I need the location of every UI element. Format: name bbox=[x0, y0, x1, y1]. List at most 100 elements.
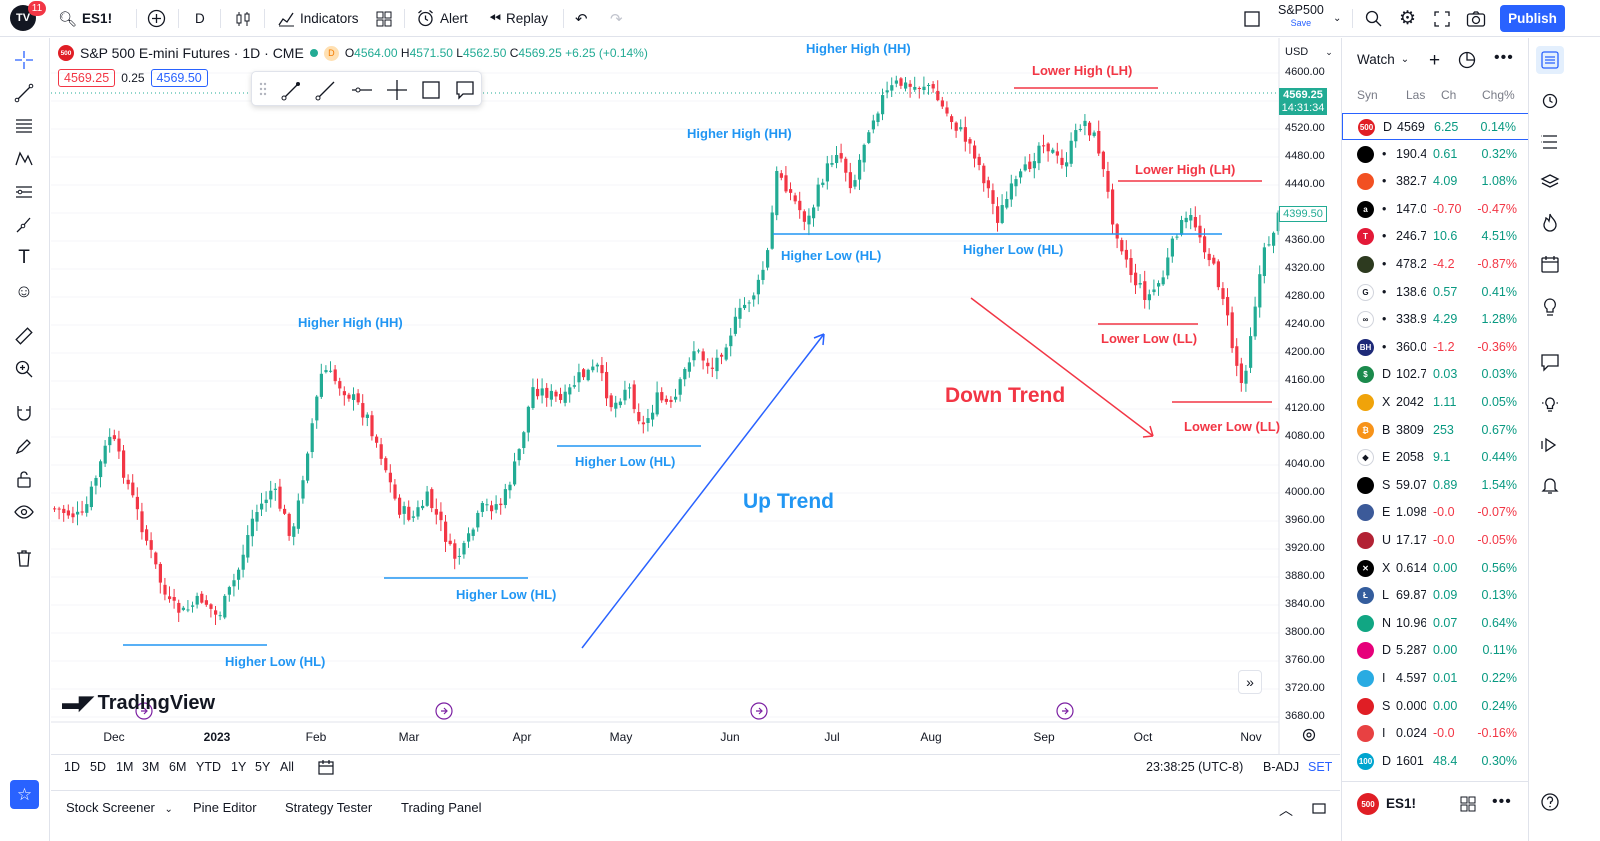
tab-pine-editor[interactable]: Pine Editor bbox=[193, 800, 257, 815]
lock-drawings-tool[interactable] bbox=[11, 466, 37, 492]
redo-button[interactable]: ↷ bbox=[610, 0, 623, 37]
adjustment-toggle[interactable]: B-ADJ bbox=[1263, 760, 1300, 774]
column-symbol[interactable]: Syn bbox=[1357, 88, 1378, 102]
watchlist-row[interactable]: N 10.96 0.07 0.64% bbox=[1342, 610, 1529, 637]
watchlist-row[interactable]: 500 D 4569 6.25 0.14% bbox=[1342, 113, 1529, 140]
watchlist-row[interactable]: • 190.4 0.61 0.32% bbox=[1342, 141, 1529, 168]
period-all[interactable]: All bbox=[280, 760, 294, 774]
hide-drawings-tool[interactable] bbox=[11, 499, 37, 525]
watchlist-row[interactable]: ₿ B 3809 253 0.67% bbox=[1342, 417, 1529, 444]
period-1m[interactable]: 1M bbox=[116, 760, 134, 774]
annotation-higher-low[interactable]: Higher Low (HL) bbox=[781, 248, 882, 263]
replay-button[interactable]: ⏪︎ Replay bbox=[489, 0, 548, 37]
column-change-pct[interactable]: Chg% bbox=[1482, 88, 1515, 102]
undo-button[interactable]: ↶ bbox=[575, 0, 588, 37]
layout-mode-button[interactable] bbox=[1243, 0, 1261, 37]
remove-drawings-tool[interactable] bbox=[11, 545, 37, 571]
interval-button[interactable]: D bbox=[195, 0, 205, 37]
measure-tool[interactable] bbox=[11, 323, 37, 349]
watchlist-row[interactable]: X 2042 1.11 0.05% bbox=[1342, 389, 1529, 416]
period-5y[interactable]: 5Y bbox=[255, 760, 271, 774]
watchlist-row[interactable]: • 478.2 -4.2 -0.87% bbox=[1342, 251, 1529, 278]
tips-toggle[interactable] bbox=[1536, 390, 1564, 418]
watchlist-row[interactable]: ✕ X 0.614 0.00 0.56% bbox=[1342, 555, 1529, 582]
annotation-higher-high[interactable]: Higher High (HH) bbox=[298, 315, 403, 330]
indicators-button[interactable]: Indicators bbox=[277, 0, 359, 37]
annotation-higher-low[interactable]: Higher Low (HL) bbox=[963, 242, 1064, 257]
details-symbol[interactable]: ES1! bbox=[1386, 796, 1417, 811]
period-1y[interactable]: 1Y bbox=[231, 760, 247, 774]
watchlist-more-button[interactable]: ••• bbox=[1494, 49, 1514, 67]
notifications-toggle[interactable] bbox=[1536, 471, 1564, 499]
scroll-to-realtime-button[interactable]: » bbox=[1238, 670, 1262, 694]
period-5d[interactable]: 5D bbox=[90, 760, 106, 774]
forecast-tool[interactable] bbox=[11, 179, 37, 205]
watchlist-row[interactable]: D 5.287 0.00 0.11% bbox=[1342, 637, 1529, 664]
watchlist-row[interactable]: T • 246.7 10.6 4.51% bbox=[1342, 223, 1529, 250]
streams-toggle[interactable] bbox=[1536, 431, 1564, 459]
up-trend-label[interactable]: Up Trend bbox=[743, 490, 835, 513]
watchlist-row[interactable]: G • 138.6 0.57 0.41% bbox=[1342, 279, 1529, 306]
annotation-higher-low[interactable]: Higher Low (HL) bbox=[225, 654, 326, 669]
goto-date-button[interactable] bbox=[317, 758, 335, 779]
tab-strategy-tester[interactable]: Strategy Tester bbox=[285, 800, 373, 815]
watchlist-row[interactable]: S 0.000 0.00 0.24% bbox=[1342, 693, 1529, 720]
annotation-higher-low[interactable]: Higher Low (HL) bbox=[456, 587, 557, 602]
down-trend-label[interactable]: Down Trend bbox=[945, 384, 1066, 407]
symbol-legend[interactable]: 500 S&P 500 E-mini Futures · 1D · CME D … bbox=[58, 45, 648, 61]
watchlist-toggle[interactable] bbox=[1536, 46, 1564, 74]
buy-price-button[interactable]: 4569.50 bbox=[150, 69, 208, 87]
layers-toggle[interactable] bbox=[1536, 168, 1564, 196]
alert-button[interactable]: Alert bbox=[416, 0, 468, 37]
period-1d[interactable]: 1D bbox=[64, 760, 80, 774]
trend-line-tool[interactable] bbox=[11, 80, 37, 106]
crosshair-tool[interactable] bbox=[11, 47, 37, 73]
publish-button[interactable]: Publish bbox=[1500, 5, 1565, 32]
annotation-higher-low[interactable]: Higher Low (HL) bbox=[575, 454, 676, 469]
session-toggle[interactable]: SET bbox=[1308, 760, 1333, 774]
maximize-panel-button[interactable] bbox=[1311, 800, 1327, 819]
quick-search-button[interactable] bbox=[1364, 0, 1383, 37]
watchlist-row[interactable]: I 0.024 -0.0 -0.16% bbox=[1342, 720, 1529, 747]
tab-trading-panel[interactable]: Trading Panel bbox=[401, 800, 482, 815]
watchlist-row[interactable]: BH • 360.0 -1.2 -0.36% bbox=[1342, 334, 1529, 361]
text-tool[interactable]: T bbox=[11, 245, 37, 271]
column-last[interactable]: Las bbox=[1406, 88, 1426, 102]
watchlist-row[interactable]: U 17.17 -0.0 -0.05% bbox=[1342, 527, 1529, 554]
layouts-button[interactable] bbox=[375, 0, 393, 37]
annotation-lower-low[interactable]: Lower Low (LL) bbox=[1184, 419, 1281, 434]
watchlist-selector[interactable]: Watch ⌄ bbox=[1357, 52, 1409, 67]
symbol-title[interactable]: S&P 500 E-mini Futures · 1D · CME bbox=[80, 45, 304, 61]
sell-price-button[interactable]: 4569.25 bbox=[58, 69, 116, 87]
watchlist-row[interactable]: E 1.098 -0.0 -0.07% bbox=[1342, 499, 1529, 526]
clock-timezone[interactable]: 23:38:25 (UTC-8) bbox=[1146, 760, 1244, 774]
brush-tool[interactable] bbox=[11, 212, 37, 238]
pattern-tool[interactable] bbox=[11, 146, 37, 172]
period-6m[interactable]: 6M bbox=[169, 760, 187, 774]
currency-selector[interactable]: USD ⌄ bbox=[1285, 46, 1333, 58]
stay-drawing-tool[interactable] bbox=[11, 433, 37, 459]
annotation-higher-high[interactable]: Higher High (HH) bbox=[806, 41, 911, 56]
tab-stock-screener[interactable]: Stock Screener ⌄ bbox=[66, 800, 173, 815]
fullscreen-button[interactable] bbox=[1433, 0, 1451, 37]
layout-dropdown-button[interactable]: ⌄ bbox=[1333, 0, 1341, 37]
settings-button[interactable]: ⚙︎ bbox=[1399, 0, 1416, 37]
period-ytd[interactable]: YTD bbox=[196, 760, 221, 774]
symbol-search-button[interactable]: 🔍︎ ES1! bbox=[58, 0, 112, 37]
magnet-tool[interactable] bbox=[11, 400, 37, 426]
chats-toggle[interactable] bbox=[1536, 348, 1564, 376]
watchlist-row[interactable]: ◆ E 2058 9.1 0.44% bbox=[1342, 444, 1529, 471]
emoji-tool[interactable]: ☺︎ bbox=[11, 278, 37, 304]
watchlist-row[interactable]: S 59.07 0.89 1.54% bbox=[1342, 472, 1529, 499]
chart-type-button[interactable] bbox=[234, 0, 252, 37]
snapshot-button[interactable] bbox=[1466, 0, 1486, 37]
details-grid-button[interactable] bbox=[1459, 795, 1477, 816]
compare-button[interactable] bbox=[147, 0, 166, 37]
add-symbol-button[interactable]: + bbox=[1429, 50, 1440, 72]
watchlist-row[interactable]: a • 147.0 -0.70 -0.47% bbox=[1342, 196, 1529, 223]
fib-tool[interactable] bbox=[11, 113, 37, 139]
period-3m[interactable]: 3M bbox=[142, 760, 160, 774]
watchlist-row[interactable]: 100 D 1601 48.4 0.30% bbox=[1342, 748, 1529, 775]
watchlist-row[interactable]: ∞ • 338.9 4.29 1.28% bbox=[1342, 306, 1529, 333]
watchlist-row[interactable]: I 4.597 0.01 0.22% bbox=[1342, 665, 1529, 692]
